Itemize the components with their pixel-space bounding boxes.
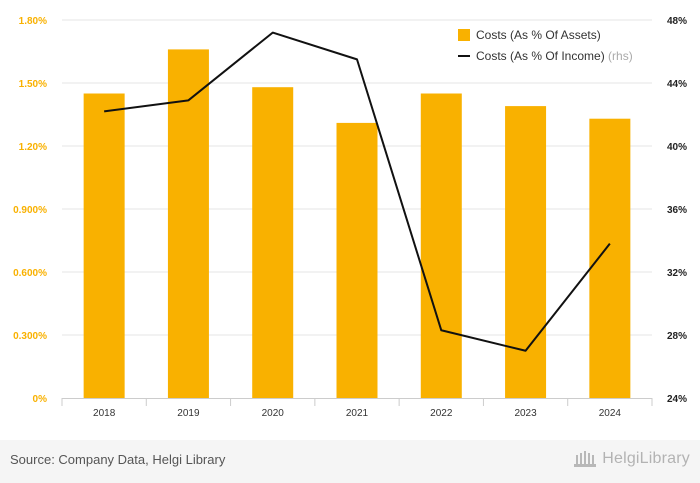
y-left-tick-label: 0.600% [13,268,47,279]
bar [505,106,547,398]
y-left-tick-label: 0% [33,394,48,405]
brand-logo: HelgiLibrary [572,449,690,469]
library-building-icon [574,451,597,467]
bar [336,122,378,399]
y-right-tick-label: 48% [667,16,687,27]
x-tick-label: 2018 [93,408,116,419]
x-tick-label: 2023 [514,408,537,419]
line-path [104,31,611,352]
legend-rhs-suffix: (rhs) [608,49,633,63]
bar [420,93,462,398]
bar-series [83,49,631,399]
axes: 0% 0.300% 0.600% 0.900% 1.20% 1.50% 1.80% 24% 28… [13,16,687,419]
bar [167,49,209,399]
y-left-tick-label: 1.50% [19,79,47,90]
x-tick-label: 2020 [262,408,285,419]
x-tick-label: 2021 [346,408,369,419]
x-tick-label: 2022 [430,408,453,419]
x-tick-label: 2019 [177,408,200,419]
y-right-tick-label: 40% [667,142,687,153]
bar [589,118,631,398]
y-left-tick-label: 0.300% [13,331,47,342]
brand-name: HelgiLibrary [602,450,690,467]
y-right-tick-label: 44% [667,79,687,90]
x-tick-label: 2024 [599,408,622,419]
y-right-tick-label: 24% [667,394,687,405]
line-series [104,31,611,352]
legend: Costs (As % Of Assets) Costs (As % Of Inc… [458,28,633,63]
y-right-tick-label: 32% [667,268,687,279]
footer-band [0,440,700,483]
legend-label: Costs (As % Of Income) (rhs) [476,49,633,63]
y-right-tick-label: 36% [667,205,687,216]
bar [83,93,125,398]
combo-chart: 0% 0.300% 0.600% 0.900% 1.20% 1.50% 1.80% 24% 28… [13,16,687,419]
bar [252,87,294,398]
source-note: Source: Company Data, Helgi Library [10,452,226,467]
y-left-tick-label: 0.900% [13,205,47,216]
y-left-tick-label: 1.80% [19,16,47,27]
y-right-tick-label: 28% [667,331,687,342]
legend-swatch-bar [458,29,470,41]
legend-label: Costs (As % Of Assets) [476,28,601,42]
y-left-tick-label: 1.20% [19,142,47,153]
